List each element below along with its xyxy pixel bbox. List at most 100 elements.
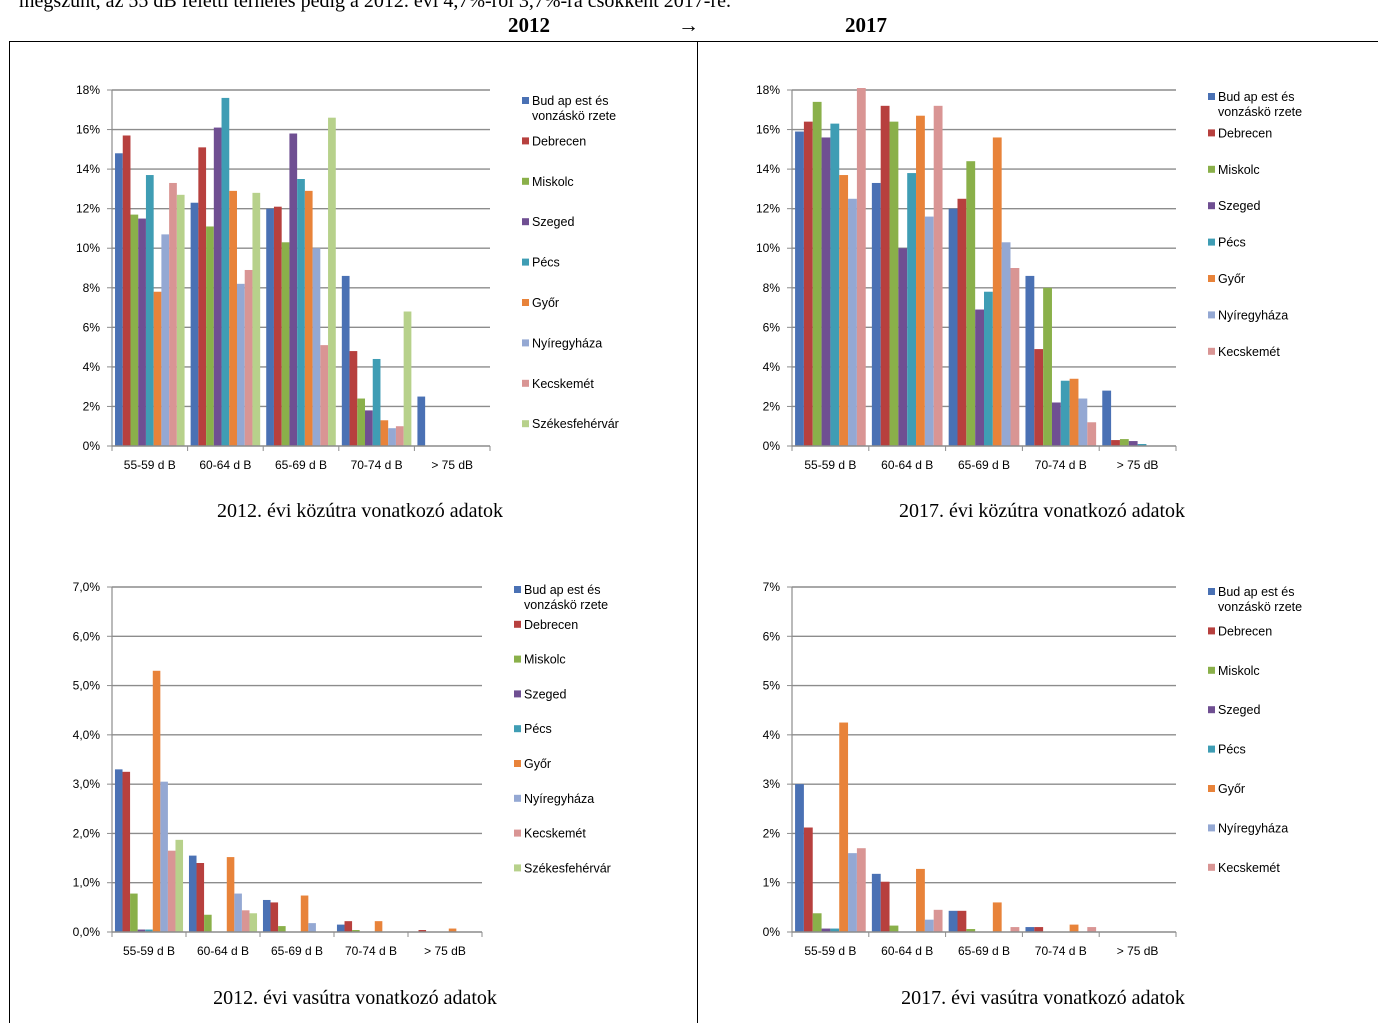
bar-debrecen-0: [803, 827, 813, 932]
bar-kecskemet-0: [856, 88, 866, 446]
y-tick-label: 10%: [756, 241, 780, 255]
legend-label: Bud ap est és: [1218, 585, 1294, 599]
bar-bud-ap-est-es-vonzas-4: [417, 396, 426, 446]
bar-pecs-2: [984, 291, 993, 446]
bar-bud-ap-est-es-vonzas-1: [871, 873, 881, 932]
bar-nyiregyhaza-2: [1001, 242, 1011, 446]
y-tick-label: 8%: [83, 281, 101, 295]
legend-swatch: [522, 299, 529, 306]
bar-kecskemet-1: [241, 910, 250, 932]
bar-debrecen-2: [270, 902, 279, 932]
bar-pecs-3: [372, 358, 381, 446]
legend-swatch: [522, 218, 529, 226]
legend-label: Pécs: [1218, 743, 1246, 757]
x-category-label: 65-69 d B: [958, 458, 1010, 472]
y-tick-label: 5,0%: [73, 679, 101, 693]
legend-label: Kecskemét: [524, 827, 586, 841]
bar-miskolc-3: [357, 398, 366, 446]
intro-text-line: megszűnt, az 55 dB feletti terhelés pedi…: [19, 0, 732, 12]
x-category-label: 70-74 d B: [1035, 944, 1087, 958]
bar-nyiregyhaza-0: [160, 781, 168, 932]
bar-gyor-1: [226, 857, 235, 932]
bar-nyiregyhaza-0: [848, 198, 857, 446]
legend-label: Debrecen: [1218, 624, 1272, 638]
legend-label: Kecskemét: [532, 377, 594, 391]
bar-miskolc-0: [130, 893, 138, 932]
bar-kecskemet-2: [320, 345, 329, 446]
bar-kecskemet-3: [1087, 927, 1097, 932]
legend-swatch: [522, 137, 529, 145]
y-tick-label: 4,0%: [73, 728, 101, 742]
x-category-label: > 75 dB: [424, 944, 466, 958]
bar-szeged-1: [898, 248, 908, 446]
x-category-label: 60-64 d B: [199, 458, 251, 472]
legend-label: Szeged: [1218, 199, 1260, 213]
legend-swatch: [522, 339, 529, 347]
bar-gyor-3: [374, 921, 383, 932]
y-tick-label: 6%: [83, 320, 101, 334]
legend-swatch: [514, 690, 521, 698]
legend-swatch: [1208, 745, 1215, 753]
bar-bud-ap-est-es-vonzas-2: [266, 208, 274, 446]
bar-szekesfehervar-1: [249, 913, 258, 932]
legend-swatch: [1208, 785, 1215, 792]
bar-kecskemet-1: [933, 909, 943, 932]
x-category-label: 55-59 d B: [804, 458, 856, 472]
x-category-label: 70-74 d B: [345, 944, 397, 958]
legend-label: Miskolc: [532, 175, 574, 189]
x-category-label: 70-74 d B: [1035, 458, 1087, 472]
bar-bud-ap-est-es-vonzas-4: [1102, 390, 1112, 446]
legend-label: Bud ap est és: [524, 583, 600, 597]
caption-2017-rail: 2017. évi vasútra vonatkozó adatok: [901, 987, 1185, 1009]
legend-label: Miskolc: [1218, 664, 1260, 678]
x-category-label: 70-74 d B: [351, 458, 403, 472]
legend-swatch: [1208, 666, 1215, 674]
bar-szeged-3: [365, 410, 373, 446]
legend-label: Nyíregyháza: [1218, 308, 1288, 322]
legend-label: Győr: [1218, 782, 1245, 796]
bar-miskolc-1: [889, 925, 899, 932]
bar-szeged-0: [138, 218, 146, 446]
y-tick-label: 10%: [76, 241, 100, 255]
y-tick-label: 6,0%: [73, 629, 101, 643]
legend-label: Székesfehérvár: [524, 861, 611, 875]
y-tick-label: 4%: [763, 728, 781, 742]
bar-debrecen-3: [1034, 349, 1044, 446]
year-2017-heading: 2017: [845, 13, 887, 37]
bar-miskolc-2: [966, 161, 976, 446]
legend-label: Szeged: [524, 687, 566, 701]
bar-szeged-0: [821, 137, 831, 446]
y-tick-label: 14%: [756, 162, 780, 176]
bar-szeged-4: [1128, 441, 1138, 446]
y-tick-label: 1%: [763, 876, 781, 890]
legend-swatch: [522, 177, 529, 185]
bar-miskolc-0: [812, 101, 822, 447]
y-tick-label: 12%: [76, 202, 100, 216]
x-category-label: > 75 dB: [1117, 944, 1159, 958]
bar-gyor-3: [1069, 378, 1079, 446]
caption-2012-road: 2012. évi közútra vonatkozó adatok: [216, 500, 504, 522]
x-category-label: 60-64 d B: [881, 944, 933, 958]
legend-label: vonzáskö rzete: [1218, 105, 1302, 119]
bar-gyor-1: [229, 190, 237, 446]
bar-miskolc-3: [1043, 287, 1052, 446]
bar-bud-ap-est-es-vonzas-1: [871, 182, 881, 446]
bar-nyiregyhaza-1: [234, 893, 242, 932]
legend-swatch: [1208, 706, 1215, 714]
legend-swatch: [1208, 588, 1215, 595]
bar-kecskemet-3: [395, 426, 404, 446]
bar-bud-ap-est-es-vonzas-3: [1025, 275, 1035, 446]
bar-debrecen-1: [198, 147, 207, 447]
y-tick-label: 6%: [763, 320, 781, 334]
x-category-label: 60-64 d B: [881, 458, 933, 472]
bar-kecskemet-0: [169, 182, 177, 446]
bar-pecs-0: [830, 928, 840, 932]
bar-miskolc-2: [278, 926, 286, 932]
chart-grid-frame: [9, 41, 1378, 1023]
bar-bud-ap-est-es-vonzas-0: [114, 769, 123, 932]
bar-pecs-4: [1137, 444, 1147, 446]
bar-bud-ap-est-es-vonzas-3: [1025, 927, 1035, 932]
bar-gyor-2: [992, 137, 1002, 446]
bar-debrecen-0: [122, 135, 131, 447]
y-tick-label: 16%: [76, 123, 100, 137]
